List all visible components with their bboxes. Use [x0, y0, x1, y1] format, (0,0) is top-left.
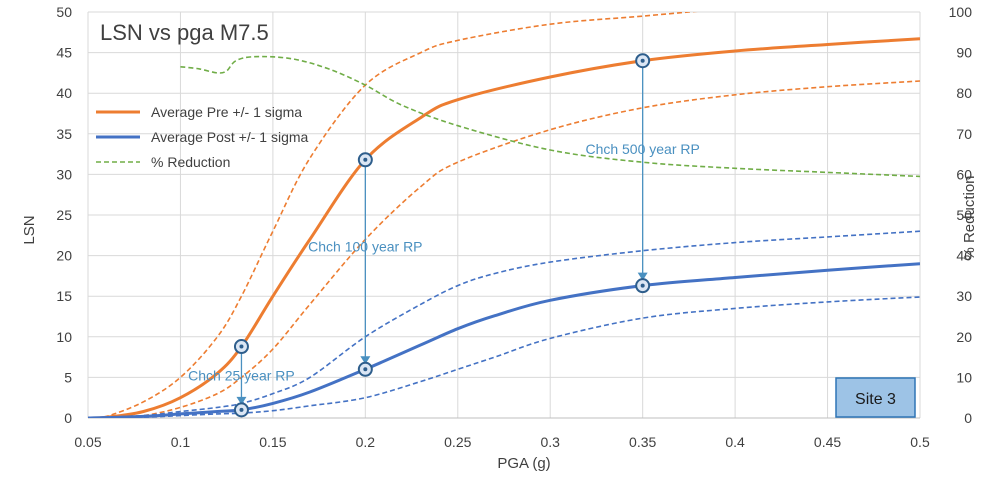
y-tick-label: 20: [56, 248, 72, 264]
x-tick-label: 0.3: [540, 434, 560, 450]
annotation-layer: Chch 25 year RP Chch 100 year RP Chch 500 …: [188, 66, 700, 405]
y2-tick-label: 20: [956, 329, 972, 345]
y2-tick-label: 0: [964, 410, 972, 426]
site-badge-box: [835, 377, 916, 418]
annotation-arrow-head: [637, 272, 648, 281]
data-marker-dot: [640, 283, 645, 288]
marker-layer: [233, 53, 651, 418]
y-tick-label: 45: [56, 45, 72, 61]
y2-axis-ticks: 0 10 20 30 40 50 60 70 80 90 100: [949, 4, 973, 426]
y-tick-label: 30: [56, 166, 72, 182]
data-marker-dot: [363, 157, 368, 162]
x-tick-label: 0.05: [74, 434, 101, 450]
y-tick-label: 35: [56, 126, 72, 142]
x-axis-ticks: 0.05 0.1 0.15 0.2 0.25 0.3 0.35 0.4 0.45 0.5: [74, 434, 930, 450]
y2-tick-label: 70: [956, 126, 972, 142]
series-post-1-sigma: [88, 296, 920, 418]
legend-label-pre: Average Pre +/- 1 sigma: [151, 104, 302, 120]
y-tick-label: 15: [56, 288, 72, 304]
y-tick-label: 50: [56, 4, 72, 20]
y-tick-label: 5: [64, 369, 72, 385]
annotation-label: Chch 100 year RP: [308, 239, 422, 255]
annotation-arrow-head: [236, 396, 247, 405]
y-tick-label: 10: [56, 329, 72, 345]
y2-tick-label: 100: [949, 4, 973, 20]
y2-tick-label: 60: [956, 166, 972, 182]
x-tick-label: 0.45: [814, 434, 841, 450]
site-badge: Site 3: [835, 377, 916, 418]
legend-label-reduction: % Reduction: [151, 154, 230, 170]
x-tick-label: 0.2: [356, 434, 376, 450]
y-tick-label: 0: [64, 410, 72, 426]
y2-tick-label: 50: [956, 207, 972, 223]
series-post-1-sigma: [88, 230, 920, 418]
legend: Average Pre +/- 1 sigma Average Post +/-…: [96, 104, 309, 170]
chart-title: LSN vs pga M7.5: [100, 20, 269, 45]
series-average-post: [88, 262, 920, 418]
site-badge-label: Site 3: [855, 391, 896, 408]
x-tick-label: 0.25: [444, 434, 471, 450]
y-axis-ticks: 0 5 10 15 20 25 30 35 40 45 50: [56, 4, 72, 426]
y2-tick-label: 90: [956, 45, 972, 61]
data-marker-dot: [640, 58, 645, 63]
data-marker-dot: [239, 344, 244, 349]
legend-label-post: Average Post +/- 1 sigma: [151, 129, 309, 145]
y-axis-title: LSN: [21, 215, 38, 244]
y2-axis-title: % Reduction: [961, 175, 978, 260]
x-tick-label: 0.15: [259, 434, 286, 450]
y2-tick-label: 30: [956, 288, 972, 304]
y-tick-label: 25: [56, 207, 72, 223]
y2-tick-label: 80: [956, 85, 972, 101]
y2-tick-label: 10: [956, 369, 972, 385]
y2-tick-label: 40: [956, 248, 972, 264]
x-tick-label: 0.35: [629, 434, 656, 450]
x-tick-label: 0.1: [171, 434, 191, 450]
annotation-label: Chch 500 year RP: [585, 141, 699, 157]
x-axis-title: PGA (g): [497, 455, 550, 472]
y-tick-label: 40: [56, 85, 72, 101]
x-tick-label: 0.5: [910, 434, 930, 450]
data-marker-dot: [239, 407, 244, 412]
annotation-label: Chch 25 year RP: [188, 368, 295, 384]
series--reduction: [180, 55, 920, 178]
data-marker-dot: [363, 367, 368, 372]
annotation-arrow-head: [360, 356, 371, 365]
series-pre-1-sigma: [88, 12, 698, 418]
x-tick-label: 0.4: [725, 434, 745, 450]
